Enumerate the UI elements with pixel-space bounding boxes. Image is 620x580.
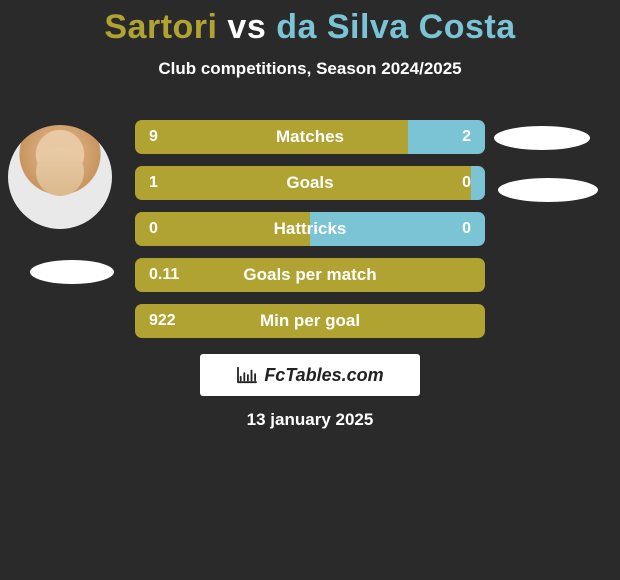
- stat-value-right: 0: [462, 212, 471, 246]
- player1-team-badge: [30, 260, 114, 284]
- bar-segment-left: [135, 166, 471, 200]
- bar-segment-right: [471, 166, 485, 200]
- stat-value-left: 1: [149, 166, 158, 200]
- stat-row: 922Min per goal: [135, 304, 485, 338]
- player2-team-badge-2: [498, 178, 598, 202]
- bar-segment-left: [135, 258, 485, 292]
- chart-icon: [236, 366, 258, 384]
- stat-value-left: 0: [149, 212, 158, 246]
- stat-row: 00Hattricks: [135, 212, 485, 246]
- bar-segment-right: [408, 120, 485, 154]
- stat-row: 92Matches: [135, 120, 485, 154]
- stat-value-right: 0: [462, 166, 471, 200]
- attribution-text: FcTables.com: [264, 365, 383, 386]
- stat-value-left: 0.11: [149, 258, 179, 292]
- stat-row: 0.11Goals per match: [135, 258, 485, 292]
- title-vs: vs: [227, 8, 266, 46]
- stat-value-left: 9: [149, 120, 158, 154]
- player1-avatar: [8, 125, 112, 229]
- bar-segment-left: [135, 120, 408, 154]
- stat-row: 10Goals: [135, 166, 485, 200]
- comparison-title: Sartori vs da Silva Costa: [0, 0, 620, 47]
- title-player2: da Silva Costa: [276, 8, 515, 46]
- subtitle: Club competitions, Season 2024/2025: [0, 59, 620, 79]
- title-player1: Sartori: [104, 8, 217, 46]
- player2-team-badge-1: [494, 126, 590, 150]
- bar-segment-left: [135, 304, 485, 338]
- stat-value-right: 2: [462, 120, 471, 154]
- bar-segment-right: [310, 212, 485, 246]
- bar-segment-left: [135, 212, 310, 246]
- stat-value-left: 922: [149, 304, 176, 338]
- attribution-badge: FcTables.com: [200, 354, 420, 396]
- stat-bars: 92Matches10Goals00Hattricks0.11Goals per…: [135, 120, 485, 350]
- date-label: 13 january 2025: [0, 410, 620, 430]
